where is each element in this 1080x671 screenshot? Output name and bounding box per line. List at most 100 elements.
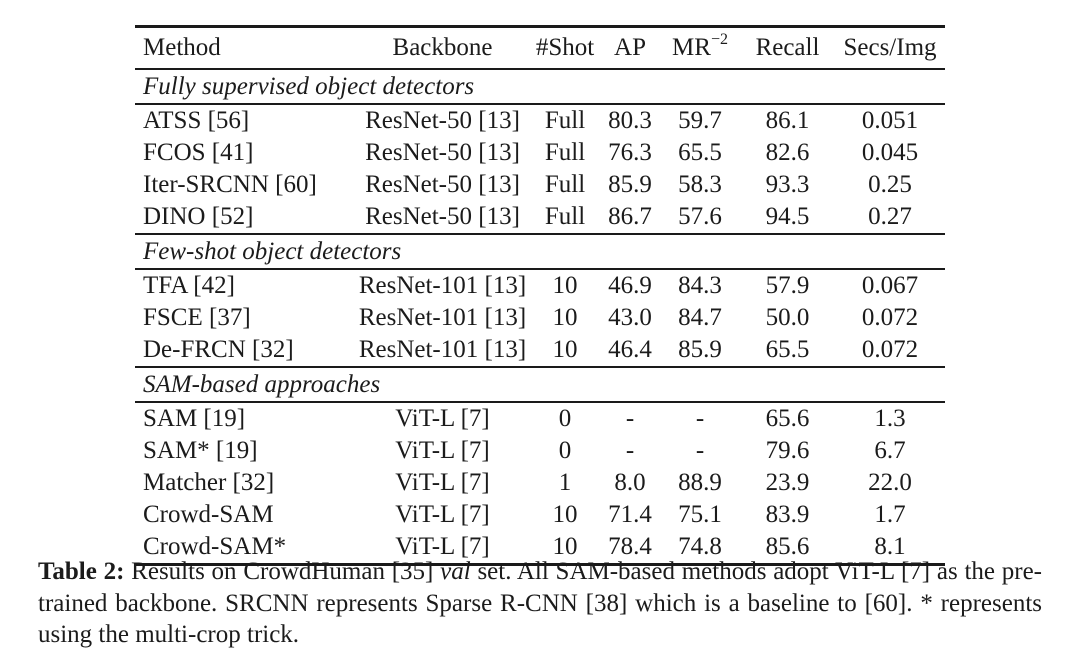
col-header-label: Backbone — [392, 34, 493, 61]
table-row: ATSS [56] ResNet-50 [13] Full 80.3 59.7 86.1 0… — [135, 104, 945, 137]
cell-mr2: - — [695, 405, 705, 432]
table-row: Matcher [32] ViT-L [7] 1 8.0 88.9 23.9 22.0 — [135, 467, 945, 499]
table-row: TFA [42] ResNet-101 [13] 10 46.9 84.3 57.9 0.0… — [135, 269, 945, 302]
cell-method: Crowd-SAM* — [143, 533, 287, 560]
cell-method: TFA [42] — [143, 272, 235, 299]
cell-shot: Full — [544, 203, 586, 230]
cell-backbone: ResNet-50 [13] — [365, 107, 520, 134]
cell-backbone: ResNet-101 [13] — [358, 272, 527, 299]
cell-secs: 0.25 — [868, 171, 912, 198]
cell-mr2: 65.5 — [678, 139, 722, 166]
header-row: Method Backbone #Shot AP MR−2 Recall Secs/Img — [135, 26, 945, 70]
cell-ap: 85.9 — [608, 171, 652, 198]
col-header-label: Method — [143, 34, 221, 61]
cell-backbone: ResNet-101 [13] — [358, 304, 527, 331]
cell-secs: 0.072 — [861, 304, 919, 331]
cell-secs: 1.7 — [874, 501, 906, 528]
cell-ap: - — [625, 437, 635, 464]
cell-mr2: 84.7 — [678, 304, 722, 331]
col-header-label: MR — [672, 34, 711, 61]
cell-shot: 0 — [558, 405, 572, 432]
col-header-mr2: MR−2 — [660, 26, 740, 70]
table-row: De-FRCN [32] ResNet-101 [13] 10 46.4 85.9 65.… — [135, 334, 945, 367]
table-row: SAM [19] ViT-L [7] 0 - - 65.6 1.3 — [135, 402, 945, 435]
cell-method: SAM* [19] — [143, 437, 258, 464]
cell-method: De-FRCN [32] — [143, 336, 294, 363]
results-table-container: Method Backbone #Shot AP MR−2 Recall Secs/Img … — [135, 25, 945, 566]
cell-recall: 50.0 — [765, 304, 810, 331]
cell-secs: 0.051 — [861, 107, 919, 134]
cell-shot: 10 — [552, 533, 578, 560]
cell-backbone: ResNet-50 [13] — [365, 171, 520, 198]
cell-method: ATSS [56] — [143, 107, 250, 134]
cell-secs: 0.072 — [861, 336, 919, 363]
cell-recall: 65.6 — [765, 405, 810, 432]
cell-method: DINO [52] — [143, 203, 254, 230]
col-header-method: Method — [135, 26, 355, 70]
cell-method: FCOS [41] — [143, 139, 254, 166]
caption-run: set. All SAM-based methods adopt ViT-L [… — [38, 558, 1043, 648]
cell-secs: 22.0 — [868, 469, 912, 496]
cell-method: Matcher [32] — [143, 469, 275, 496]
cell-secs: 0.27 — [868, 203, 912, 230]
table-row: FSCE [37] ResNet-101 [13] 10 43.0 84.7 50.0 0.… — [135, 302, 945, 334]
cell-secs: 8.1 — [874, 533, 906, 560]
table-body: Fully supervised object detectors ATSS [5… — [135, 68, 945, 565]
cell-recall: 86.1 — [765, 107, 810, 134]
cell-backbone: ResNet-50 [13] — [365, 139, 520, 166]
caption-run: Results on CrowdHuman [35] — [124, 558, 441, 585]
table-row: Iter-SRCNN [60] ResNet-50 [13] Full 85.9 58.… — [135, 169, 945, 201]
col-header-recall: Recall — [740, 26, 835, 70]
cell-backbone: ViT-L [7] — [395, 469, 490, 496]
table-row: Crowd-SAM ViT-L [7] 10 71.4 75.1 83.9 1.7 — [135, 499, 945, 531]
cell-secs: 6.7 — [874, 437, 906, 464]
superscript: −2 — [710, 30, 728, 48]
cell-backbone: ViT-L [7] — [395, 437, 490, 464]
cell-backbone: ViT-L [7] — [395, 405, 490, 432]
col-header-label: AP — [614, 34, 646, 61]
cell-ap: 78.4 — [608, 533, 652, 560]
cell-ap: 86.7 — [608, 203, 652, 230]
cell-recall: 79.6 — [765, 437, 810, 464]
col-header-label: Secs/Img — [843, 34, 937, 61]
cell-shot: 10 — [552, 304, 578, 331]
section-row: Fully supervised object detectors — [135, 68, 945, 105]
table-row: SAM* [19] ViT-L [7] 0 - - 79.6 6.7 — [135, 435, 945, 467]
col-header-shot: #Shot — [530, 26, 600, 70]
cell-ap: 71.4 — [608, 501, 652, 528]
results-table: Method Backbone #Shot AP MR−2 Recall Secs/Img … — [135, 25, 945, 566]
table-row: DINO [52] ResNet-50 [13] Full 86.7 57.6 94.5 0… — [135, 201, 945, 234]
col-header-secs: Secs/Img — [835, 26, 945, 70]
col-header-label: #Shot — [535, 34, 595, 61]
cell-secs: 0.045 — [861, 139, 919, 166]
cell-recall: 94.5 — [765, 203, 810, 230]
table-row: FCOS [41] ResNet-50 [13] Full 76.3 65.5 82.6 0… — [135, 137, 945, 169]
caption-run: Table 2: — [38, 558, 125, 585]
cell-backbone: ResNet-101 [13] — [358, 336, 527, 363]
cell-recall: 82.6 — [765, 139, 810, 166]
cell-shot: 0 — [558, 437, 572, 464]
cell-ap: 43.0 — [608, 304, 652, 331]
col-header-backbone: Backbone — [355, 26, 530, 70]
cell-shot: Full — [544, 139, 586, 166]
section-row: SAM-based approaches — [135, 366, 945, 403]
cell-mr2: 75.1 — [678, 501, 722, 528]
cell-mr2: 58.3 — [678, 171, 722, 198]
cell-shot: 10 — [552, 336, 578, 363]
cell-mr2: 84.3 — [678, 272, 722, 299]
col-header-ap: AP — [600, 26, 660, 70]
cell-backbone: ViT-L [7] — [395, 501, 490, 528]
cell-mr2: - — [695, 437, 705, 464]
section-title: Few-shot object detectors — [135, 233, 945, 270]
cell-mr2: 74.8 — [678, 533, 722, 560]
cell-backbone: ResNet-50 [13] — [365, 203, 520, 230]
cell-shot: 10 — [552, 272, 578, 299]
cell-recall: 85.6 — [765, 533, 810, 560]
section-title: SAM-based approaches — [135, 366, 945, 403]
cell-ap: - — [625, 405, 635, 432]
cell-ap: 46.9 — [608, 272, 652, 299]
cell-recall: 57.9 — [765, 272, 810, 299]
cell-ap: 80.3 — [608, 107, 652, 134]
cell-recall: 65.5 — [765, 336, 810, 363]
table-row: Crowd-SAM* ViT-L [7] 10 78.4 74.8 85.6 8.1 — [135, 531, 945, 565]
